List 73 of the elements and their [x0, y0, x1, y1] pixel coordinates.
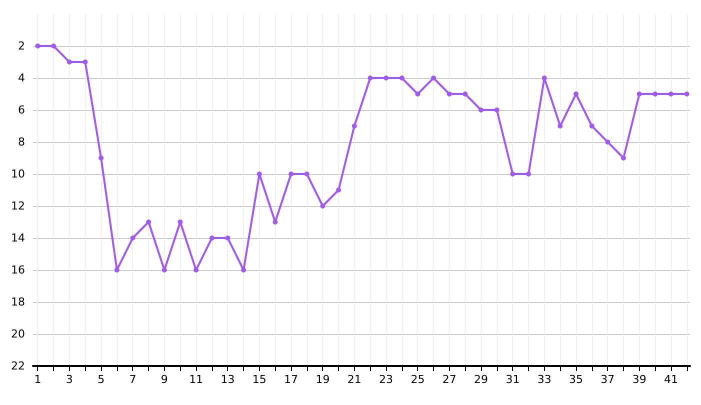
- x-tick-label: 5: [98, 373, 105, 386]
- x-tick-label: 19: [316, 373, 330, 386]
- x-tick-label: 33: [537, 373, 552, 386]
- point: [256, 172, 262, 176]
- y-tick-label: 8: [18, 136, 25, 148]
- x-tick-label: 13: [220, 373, 235, 386]
- point: [272, 220, 278, 224]
- point: [605, 140, 610, 144]
- point: [288, 172, 294, 176]
- x-tick-label: 31: [506, 373, 520, 386]
- point: [209, 236, 214, 240]
- y-tick-label: 6: [18, 104, 25, 116]
- x-tick-label: 9: [160, 373, 168, 386]
- point: [82, 60, 88, 64]
- x-tick-label: 3: [66, 373, 73, 386]
- y-tick-label: 22: [11, 360, 25, 372]
- x-tick-label: 11: [189, 373, 204, 386]
- y-tick-label: 4: [18, 72, 25, 84]
- point: [399, 76, 404, 80]
- x-tick-label: 23: [379, 373, 394, 386]
- point: [114, 268, 120, 272]
- point: [130, 236, 136, 240]
- x-tick-label: 21: [347, 373, 362, 386]
- point: [668, 92, 674, 96]
- x-tick-label: 35: [569, 373, 584, 386]
- y-tick-label: 2: [18, 40, 25, 52]
- point: [684, 92, 690, 96]
- y-tick-label: 18: [11, 296, 25, 308]
- point: [368, 76, 373, 80]
- point: [384, 76, 389, 80]
- x-tick-label: 25: [410, 373, 425, 386]
- point: [478, 108, 484, 112]
- point: [636, 92, 642, 96]
- point: [194, 268, 199, 272]
- x-tick-label: 29: [474, 373, 488, 386]
- point: [320, 204, 326, 208]
- y-tick-label: 14: [11, 232, 25, 244]
- point: [589, 124, 594, 128]
- y-tick-label: 16: [11, 264, 25, 276]
- point: [35, 44, 40, 48]
- point: [415, 92, 420, 96]
- x-tick-label: 41: [664, 373, 678, 386]
- point: [225, 236, 230, 240]
- point: [51, 44, 56, 48]
- point: [162, 268, 167, 272]
- x-tick-label: 27: [442, 373, 456, 386]
- point: [304, 172, 310, 176]
- point: [66, 60, 72, 64]
- x-tick-label: 15: [252, 373, 266, 386]
- x-tick-label: 39: [632, 373, 646, 386]
- y-tick-label: 12: [11, 200, 25, 212]
- point: [494, 108, 500, 112]
- point: [241, 268, 246, 272]
- x-tick-label: 37: [600, 373, 615, 386]
- x-tick-label: 17: [284, 373, 298, 386]
- x-tick-label: 7: [129, 373, 136, 386]
- point: [462, 92, 468, 96]
- y-tick-label: 10: [11, 168, 25, 180]
- point: [558, 124, 563, 128]
- point: [431, 76, 436, 80]
- point: [542, 76, 547, 80]
- point: [146, 220, 152, 224]
- y-tick-label: 20: [11, 328, 25, 340]
- point: [178, 220, 183, 224]
- point: [98, 156, 104, 160]
- point: [526, 172, 532, 176]
- point: [621, 156, 626, 160]
- point: [510, 172, 516, 176]
- x-tick-label: 1: [34, 373, 42, 386]
- point: [652, 92, 658, 96]
- point: [446, 92, 452, 96]
- point: [336, 188, 342, 192]
- point: [352, 124, 357, 128]
